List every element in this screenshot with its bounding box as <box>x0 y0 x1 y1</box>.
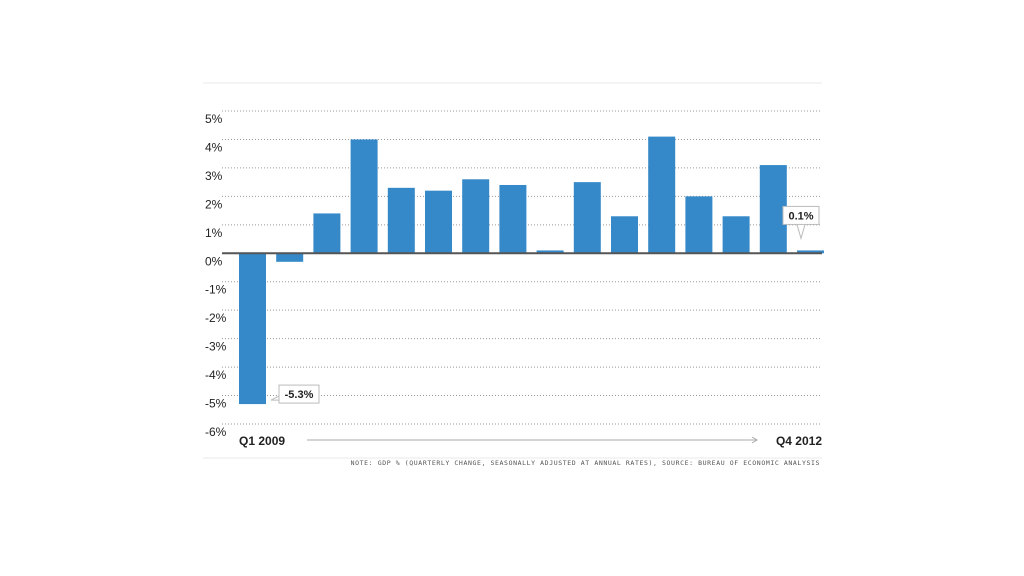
y-axis-ticks: 5% 4% 3% 2% 1% 0% -1% -2% -3% -4% -5% -6% <box>205 112 227 439</box>
y-tick-label: -1% <box>205 283 227 297</box>
y-tick-label: -6% <box>205 425 227 439</box>
data-callout: 0.1% <box>782 205 820 241</box>
bar <box>797 250 824 254</box>
bar <box>239 253 266 405</box>
x-start-label: Q1 2009 <box>239 434 285 448</box>
bar <box>648 136 676 254</box>
bar <box>685 196 713 254</box>
bar <box>499 184 527 254</box>
bar <box>536 250 564 254</box>
bar <box>611 216 638 254</box>
y-tick-label: -3% <box>205 340 227 354</box>
bar <box>759 165 787 254</box>
y-tick-label: -4% <box>205 368 227 382</box>
callout-label: -5.3% <box>285 389 314 401</box>
bar <box>462 179 490 254</box>
y-tick-label: 0% <box>205 254 223 268</box>
callouts: -5.3% 0.1% <box>270 205 820 404</box>
y-tick-label: 5% <box>205 112 223 126</box>
x-end-label: Q4 2012 <box>776 434 822 448</box>
bar <box>350 139 378 254</box>
bar <box>573 182 601 254</box>
y-tick-label: 3% <box>205 169 223 183</box>
y-tick-label: 4% <box>205 140 223 154</box>
y-tick-label: -5% <box>205 397 227 411</box>
callout-label: 0.1% <box>788 210 813 222</box>
bar <box>276 253 304 262</box>
y-tick-label: 2% <box>205 197 223 211</box>
bar <box>387 187 415 254</box>
y-tick-label: -2% <box>205 311 227 325</box>
source-note: NOTE: GDP % (QUARTERLY CHANGE, SEASONALL… <box>351 459 820 467</box>
bar <box>425 190 452 254</box>
bar <box>313 213 341 254</box>
data-callout: -5.3% <box>270 384 320 404</box>
range-arrow <box>307 436 758 444</box>
bar <box>722 216 750 254</box>
bars <box>239 136 824 405</box>
y-tick-label: 1% <box>205 226 223 240</box>
